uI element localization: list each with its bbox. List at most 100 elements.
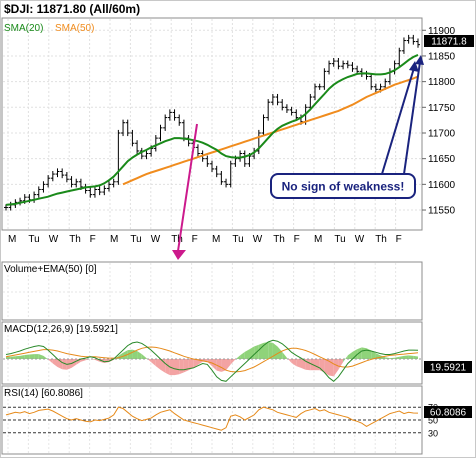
navy-arrow-1 xyxy=(381,67,415,175)
macd-histogram-segment xyxy=(408,355,414,359)
macd-histogram-segment xyxy=(24,354,30,359)
macd-histogram-segment xyxy=(338,359,344,370)
macd-histogram-segment xyxy=(151,359,156,367)
macd-histogram-segment xyxy=(301,359,306,370)
day-label: F xyxy=(294,234,300,245)
x-axis-day-labels: M Tu W Th F M Tu W Th F M Tu W Th F M Tu W Th F xyxy=(8,234,402,245)
last-price-tag xyxy=(424,35,474,47)
macd-histogram-segment xyxy=(169,359,175,376)
macd-histogram-segment xyxy=(230,359,236,365)
macd-histogram-segment xyxy=(352,349,358,359)
price-tick-label: 11750 xyxy=(428,103,456,114)
day-label: M xyxy=(314,234,322,245)
macd-histogram-segment xyxy=(226,359,231,371)
macd-histogram-segment xyxy=(188,359,194,371)
macd-histogram-segment xyxy=(155,359,161,370)
macd-histogram-segment xyxy=(343,355,348,363)
macd-histogram-segment xyxy=(123,350,128,359)
macd-histogram-segment xyxy=(371,350,376,359)
macd-histogram-segment xyxy=(183,359,189,373)
macd-zero-tick: 0 xyxy=(427,364,432,374)
day-label: F xyxy=(90,234,96,245)
macd-histogram-segment xyxy=(212,359,217,371)
macd-histogram-segment xyxy=(282,351,287,359)
macd-histogram-segment xyxy=(296,359,301,368)
magenta-arrow-shaft xyxy=(177,123,198,252)
macd-histogram-segment xyxy=(413,355,418,359)
day-label: W xyxy=(151,234,161,245)
day-label: Th xyxy=(375,234,387,245)
macd-histogram-segment xyxy=(399,355,404,359)
macd-histogram-segment xyxy=(263,342,269,359)
day-label: Tu xyxy=(334,234,345,245)
macd-histogram-segment xyxy=(34,354,39,359)
legend-sma20: SMA(20) xyxy=(4,23,43,34)
day-label: Th xyxy=(171,234,183,245)
rsi-tick-label: 50 xyxy=(428,416,438,426)
day-label: M xyxy=(110,234,118,245)
annotation-box xyxy=(270,173,416,199)
macd-histogram-segment xyxy=(347,351,353,359)
macd-histogram-segment xyxy=(268,342,273,359)
day-label: Tu xyxy=(130,234,141,245)
macd-histogram-segment xyxy=(85,359,91,361)
legend-sma50: SMA(50) xyxy=(55,23,94,34)
rsi-value: 60.8086 xyxy=(430,408,467,419)
navy-arrowhead-1 xyxy=(409,61,419,72)
price-gridlines xyxy=(3,19,421,229)
chart-title: $DJI: 11871.80 (All/60m) xyxy=(4,2,140,16)
macd-histogram-segment xyxy=(216,359,222,372)
macd-histogram-segment xyxy=(10,356,16,359)
macd-histogram-segment xyxy=(141,354,147,359)
macd-histogram-segment xyxy=(137,351,142,359)
macd-histogram-segment xyxy=(394,356,400,359)
day-label: F xyxy=(192,234,198,245)
macd-line xyxy=(5,339,419,382)
navy-arrowhead-2 xyxy=(415,55,424,65)
sma20-line xyxy=(5,53,419,206)
macd-histogram-segment xyxy=(62,359,67,370)
macd-histogram-segment xyxy=(20,355,25,359)
macd-histogram-segment xyxy=(333,359,339,377)
macd-histogram-segment xyxy=(272,342,278,359)
sma50-line xyxy=(122,75,419,186)
macd-histogram-segment xyxy=(404,355,409,359)
price-tick-label: 11850 xyxy=(428,51,456,62)
macd-histogram-segment xyxy=(179,359,184,375)
macd-histogram-segment xyxy=(90,359,95,360)
price-axis-ticks: 11550 11600 11650 11700 11750 11800 11850 11900 xyxy=(422,26,456,217)
macd-histogram-segment xyxy=(193,359,198,368)
macd-title: MACD(12,26,9) [19.5921] xyxy=(4,324,118,335)
day-label: Th xyxy=(273,234,285,245)
macd-histogram-segment xyxy=(235,355,241,360)
price-tick-label: 11900 xyxy=(428,26,456,37)
day-label: W xyxy=(49,234,59,245)
macd-signal-line xyxy=(5,346,419,373)
rsi-line xyxy=(5,406,419,431)
macd-histogram-segment xyxy=(48,359,53,364)
macd-histogram-segment xyxy=(305,359,311,371)
day-label: Tu xyxy=(232,234,243,245)
day-label: M xyxy=(8,234,16,245)
macd-histogram-segment xyxy=(324,359,329,376)
macd-histogram-segment xyxy=(52,359,58,367)
macd-value: 19.5921 xyxy=(430,363,467,374)
annotation-text: No sign of weakness! xyxy=(282,180,405,194)
day-label: Tu xyxy=(28,234,39,245)
macd-histogram-segment xyxy=(244,349,250,359)
macd-histogram-segment xyxy=(240,351,245,359)
macd-histogram-segment xyxy=(165,359,170,376)
day-label: Th xyxy=(69,234,81,245)
last-price-value: 11871.8 xyxy=(431,37,467,48)
price-tick-label: 11650 xyxy=(428,154,456,165)
price-tick-label: 11550 xyxy=(428,206,456,217)
macd-histogram-segment xyxy=(258,342,264,359)
macd-histogram-segment xyxy=(6,356,11,359)
day-label: W xyxy=(355,234,365,245)
macd-value-tag xyxy=(424,361,472,373)
price-tick-label: 11800 xyxy=(428,77,456,88)
rsi-tick-label: 30 xyxy=(428,428,438,438)
price-tick-label: 11600 xyxy=(428,180,456,191)
magenta-arrowhead xyxy=(172,250,186,260)
